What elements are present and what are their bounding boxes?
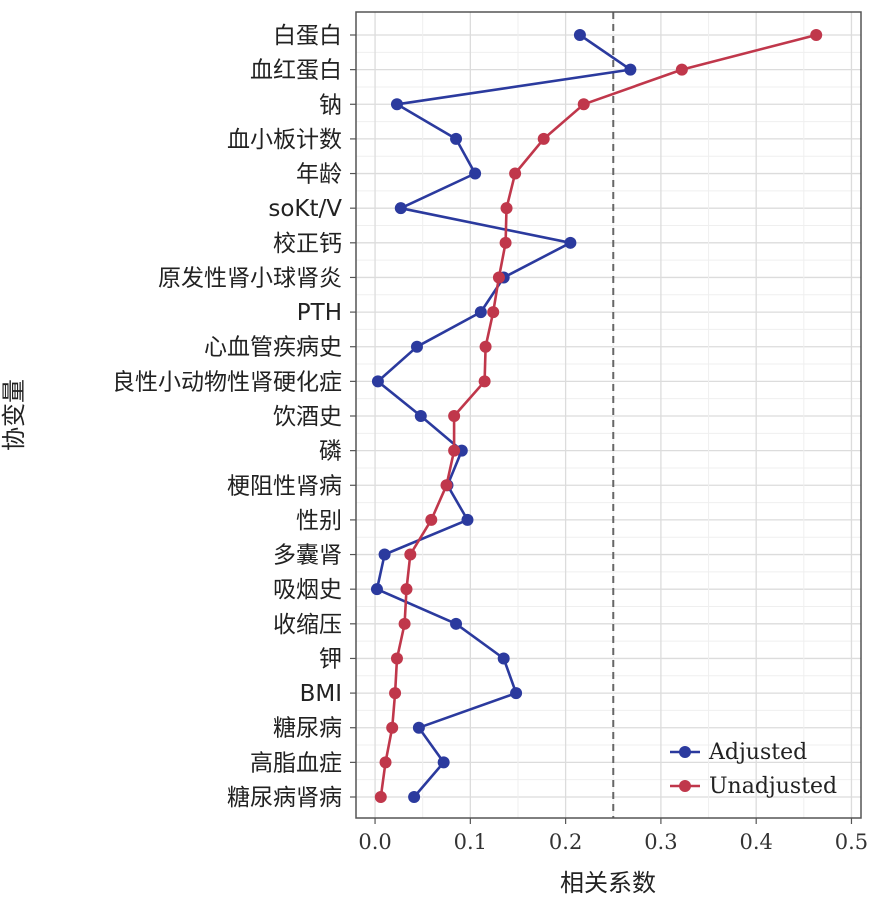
point-adjusted xyxy=(410,340,423,353)
y-tick-label: 钾 xyxy=(319,646,342,672)
y-tick-label: 多囊肾 xyxy=(273,543,342,569)
point-adjusted xyxy=(461,513,474,526)
y-tick-label: 血红蛋白 xyxy=(250,58,342,84)
point-unadjusted xyxy=(404,548,417,561)
x-tick-label: 0.1 xyxy=(454,830,487,854)
legend-label-unadjusted: Unadjusted xyxy=(709,774,837,799)
y-tick-label: soKt/V xyxy=(268,196,342,222)
y-tick-label: 原发性肾小球肾炎 xyxy=(158,265,342,291)
point-adjusted xyxy=(450,132,463,145)
y-tick-label: PTH xyxy=(297,300,342,326)
point-adjusted xyxy=(371,375,384,388)
point-adjusted xyxy=(469,167,482,180)
legend-item-adjusted: Adjusted xyxy=(670,740,807,765)
point-adjusted xyxy=(378,548,391,561)
x-tick-label: 0.5 xyxy=(835,830,868,854)
legend-marker-unadjusted xyxy=(679,780,691,792)
point-adjusted xyxy=(370,583,383,596)
point-unadjusted xyxy=(448,444,461,457)
point-unadjusted xyxy=(537,132,550,145)
y-axis-title: 协变量 xyxy=(0,379,28,451)
point-adjusted xyxy=(390,98,403,111)
x-tick-label: 0.4 xyxy=(739,830,772,854)
point-adjusted xyxy=(573,29,586,41)
y-tick-label: 吸烟史 xyxy=(273,577,342,603)
y-tick-label: 饮酒史 xyxy=(273,404,342,430)
point-unadjusted xyxy=(577,98,590,111)
y-tick-label: 心血管疾病史 xyxy=(204,335,342,361)
point-adjusted xyxy=(624,63,637,76)
y-tick-label: BMI xyxy=(300,681,342,707)
point-unadjusted xyxy=(425,513,438,526)
y-tick-label: 高脂血症 xyxy=(250,750,342,776)
point-unadjusted xyxy=(374,791,387,803)
point-unadjusted xyxy=(440,479,453,492)
series-unadjusted xyxy=(374,29,823,803)
point-adjusted xyxy=(394,202,407,215)
legend-item-unadjusted: Unadjusted xyxy=(670,774,837,799)
point-unadjusted xyxy=(400,583,413,596)
point-unadjusted xyxy=(379,756,392,769)
series-adjusted xyxy=(370,29,637,803)
y-tick-label: 良性小动物性肾硬化症 xyxy=(112,369,342,395)
point-adjusted xyxy=(408,791,421,803)
point-unadjusted xyxy=(479,340,492,353)
legend: Adjusted Unadjusted xyxy=(670,740,837,799)
y-tick-label: 钠 xyxy=(319,92,342,118)
point-unadjusted xyxy=(487,306,500,319)
point-unadjusted xyxy=(398,617,411,630)
x-tick-label: 0.3 xyxy=(644,830,677,854)
point-adjusted xyxy=(474,306,487,319)
point-unadjusted xyxy=(478,375,491,388)
point-unadjusted xyxy=(386,721,399,734)
point-adjusted xyxy=(437,756,450,769)
point-unadjusted xyxy=(499,236,512,249)
point-adjusted xyxy=(414,410,427,422)
point-adjusted xyxy=(510,687,523,700)
point-unadjusted xyxy=(810,29,823,41)
y-tick-label: 糖尿病肾病 xyxy=(227,785,342,811)
y-tick-label: 年龄 xyxy=(296,162,342,188)
y-tick-label: 白蛋白 xyxy=(273,23,342,49)
y-tick-label: 梗阻性肾病 xyxy=(227,473,342,499)
y-tick-label: 收缩压 xyxy=(273,612,342,638)
y-tick-label: 性别 xyxy=(296,508,342,534)
point-unadjusted xyxy=(390,652,403,665)
x-tick-labels: 0.0 0.1 0.2 0.3 0.4 0.5 xyxy=(358,818,868,854)
x-tick-label: 0.2 xyxy=(549,830,582,854)
point-unadjusted xyxy=(448,410,461,422)
point-adjusted xyxy=(564,236,577,249)
plot-background xyxy=(356,12,861,818)
point-unadjusted xyxy=(500,202,513,215)
point-adjusted xyxy=(412,721,425,734)
y-tick-label: 校正钙 xyxy=(273,231,342,257)
point-adjusted xyxy=(450,617,463,630)
point-unadjusted xyxy=(509,167,522,180)
point-unadjusted xyxy=(389,687,402,700)
plot-frame xyxy=(355,11,862,819)
point-unadjusted xyxy=(675,63,688,76)
legend-label-adjusted: Adjusted xyxy=(708,740,807,765)
series-group xyxy=(370,29,823,803)
x-tick-label: 0.0 xyxy=(358,830,391,854)
y-tick-label: 磷 xyxy=(319,439,342,465)
legend-marker-adjusted xyxy=(679,746,691,758)
x-axis-title: 相关系数 xyxy=(560,869,656,897)
y-tick-label: 血小板计数 xyxy=(227,127,342,153)
point-adjusted xyxy=(497,652,510,665)
y-tick-label: 糖尿病 xyxy=(273,716,342,742)
point-unadjusted xyxy=(492,271,505,284)
